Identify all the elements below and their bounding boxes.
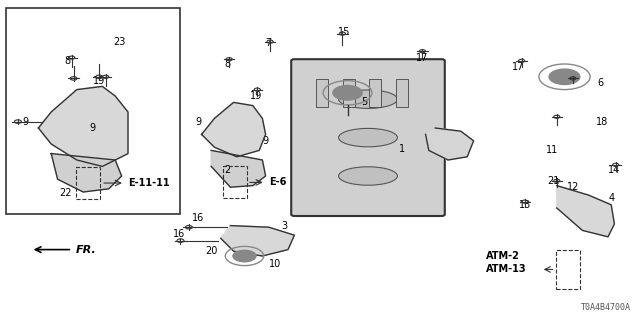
Text: 21: 21 — [547, 176, 560, 186]
Bar — [556, 250, 580, 289]
Text: 19: 19 — [250, 91, 262, 101]
Text: 8: 8 — [224, 59, 230, 69]
Text: 9: 9 — [195, 116, 202, 127]
Text: T0A4B4700A: T0A4B4700A — [580, 303, 630, 312]
Text: 4: 4 — [608, 193, 614, 204]
Bar — [396, 79, 408, 107]
Text: 1: 1 — [399, 144, 405, 154]
Text: 7: 7 — [266, 38, 272, 48]
Text: 16: 16 — [192, 212, 205, 223]
Polygon shape — [221, 226, 294, 256]
Bar — [317, 79, 328, 107]
Text: 17: 17 — [512, 62, 525, 72]
Ellipse shape — [339, 90, 397, 108]
Text: ATM-2: ATM-2 — [486, 251, 520, 261]
Text: 12: 12 — [566, 182, 579, 192]
Text: 3: 3 — [282, 220, 288, 231]
Text: FR.: FR. — [76, 244, 96, 255]
Text: 16: 16 — [173, 228, 186, 239]
Bar — [223, 166, 247, 198]
Text: E-11-11: E-11-11 — [128, 178, 170, 188]
Ellipse shape — [339, 128, 397, 147]
Text: 11: 11 — [545, 145, 558, 156]
Text: 15: 15 — [338, 27, 351, 37]
Text: 17: 17 — [416, 52, 429, 63]
Ellipse shape — [339, 167, 397, 185]
Text: ATM-13: ATM-13 — [486, 264, 527, 274]
Text: E-6: E-6 — [269, 177, 286, 188]
Text: 23: 23 — [113, 36, 126, 47]
Bar — [369, 79, 381, 107]
FancyBboxPatch shape — [291, 59, 445, 216]
Bar — [76, 167, 100, 199]
Bar — [343, 79, 355, 107]
Text: 9: 9 — [22, 116, 29, 127]
Text: 9: 9 — [262, 136, 269, 146]
Text: 14: 14 — [608, 164, 621, 175]
Polygon shape — [426, 128, 474, 160]
Polygon shape — [51, 154, 122, 192]
Text: 6: 6 — [597, 78, 604, 88]
Bar — [6, 8, 180, 214]
Circle shape — [549, 69, 580, 84]
Text: 20: 20 — [205, 246, 218, 256]
Text: 2: 2 — [224, 165, 230, 175]
Circle shape — [333, 85, 362, 100]
Text: 13: 13 — [518, 200, 531, 210]
Polygon shape — [38, 86, 128, 166]
Polygon shape — [211, 150, 266, 187]
Circle shape — [233, 250, 256, 262]
Text: 10: 10 — [269, 259, 282, 269]
Text: 18: 18 — [595, 116, 608, 127]
Text: 8: 8 — [64, 56, 70, 66]
Text: 22: 22 — [59, 188, 72, 198]
Text: 9: 9 — [90, 123, 96, 133]
Text: 5: 5 — [362, 97, 368, 108]
Polygon shape — [202, 102, 266, 157]
Text: 19: 19 — [93, 76, 106, 86]
Polygon shape — [557, 186, 614, 237]
